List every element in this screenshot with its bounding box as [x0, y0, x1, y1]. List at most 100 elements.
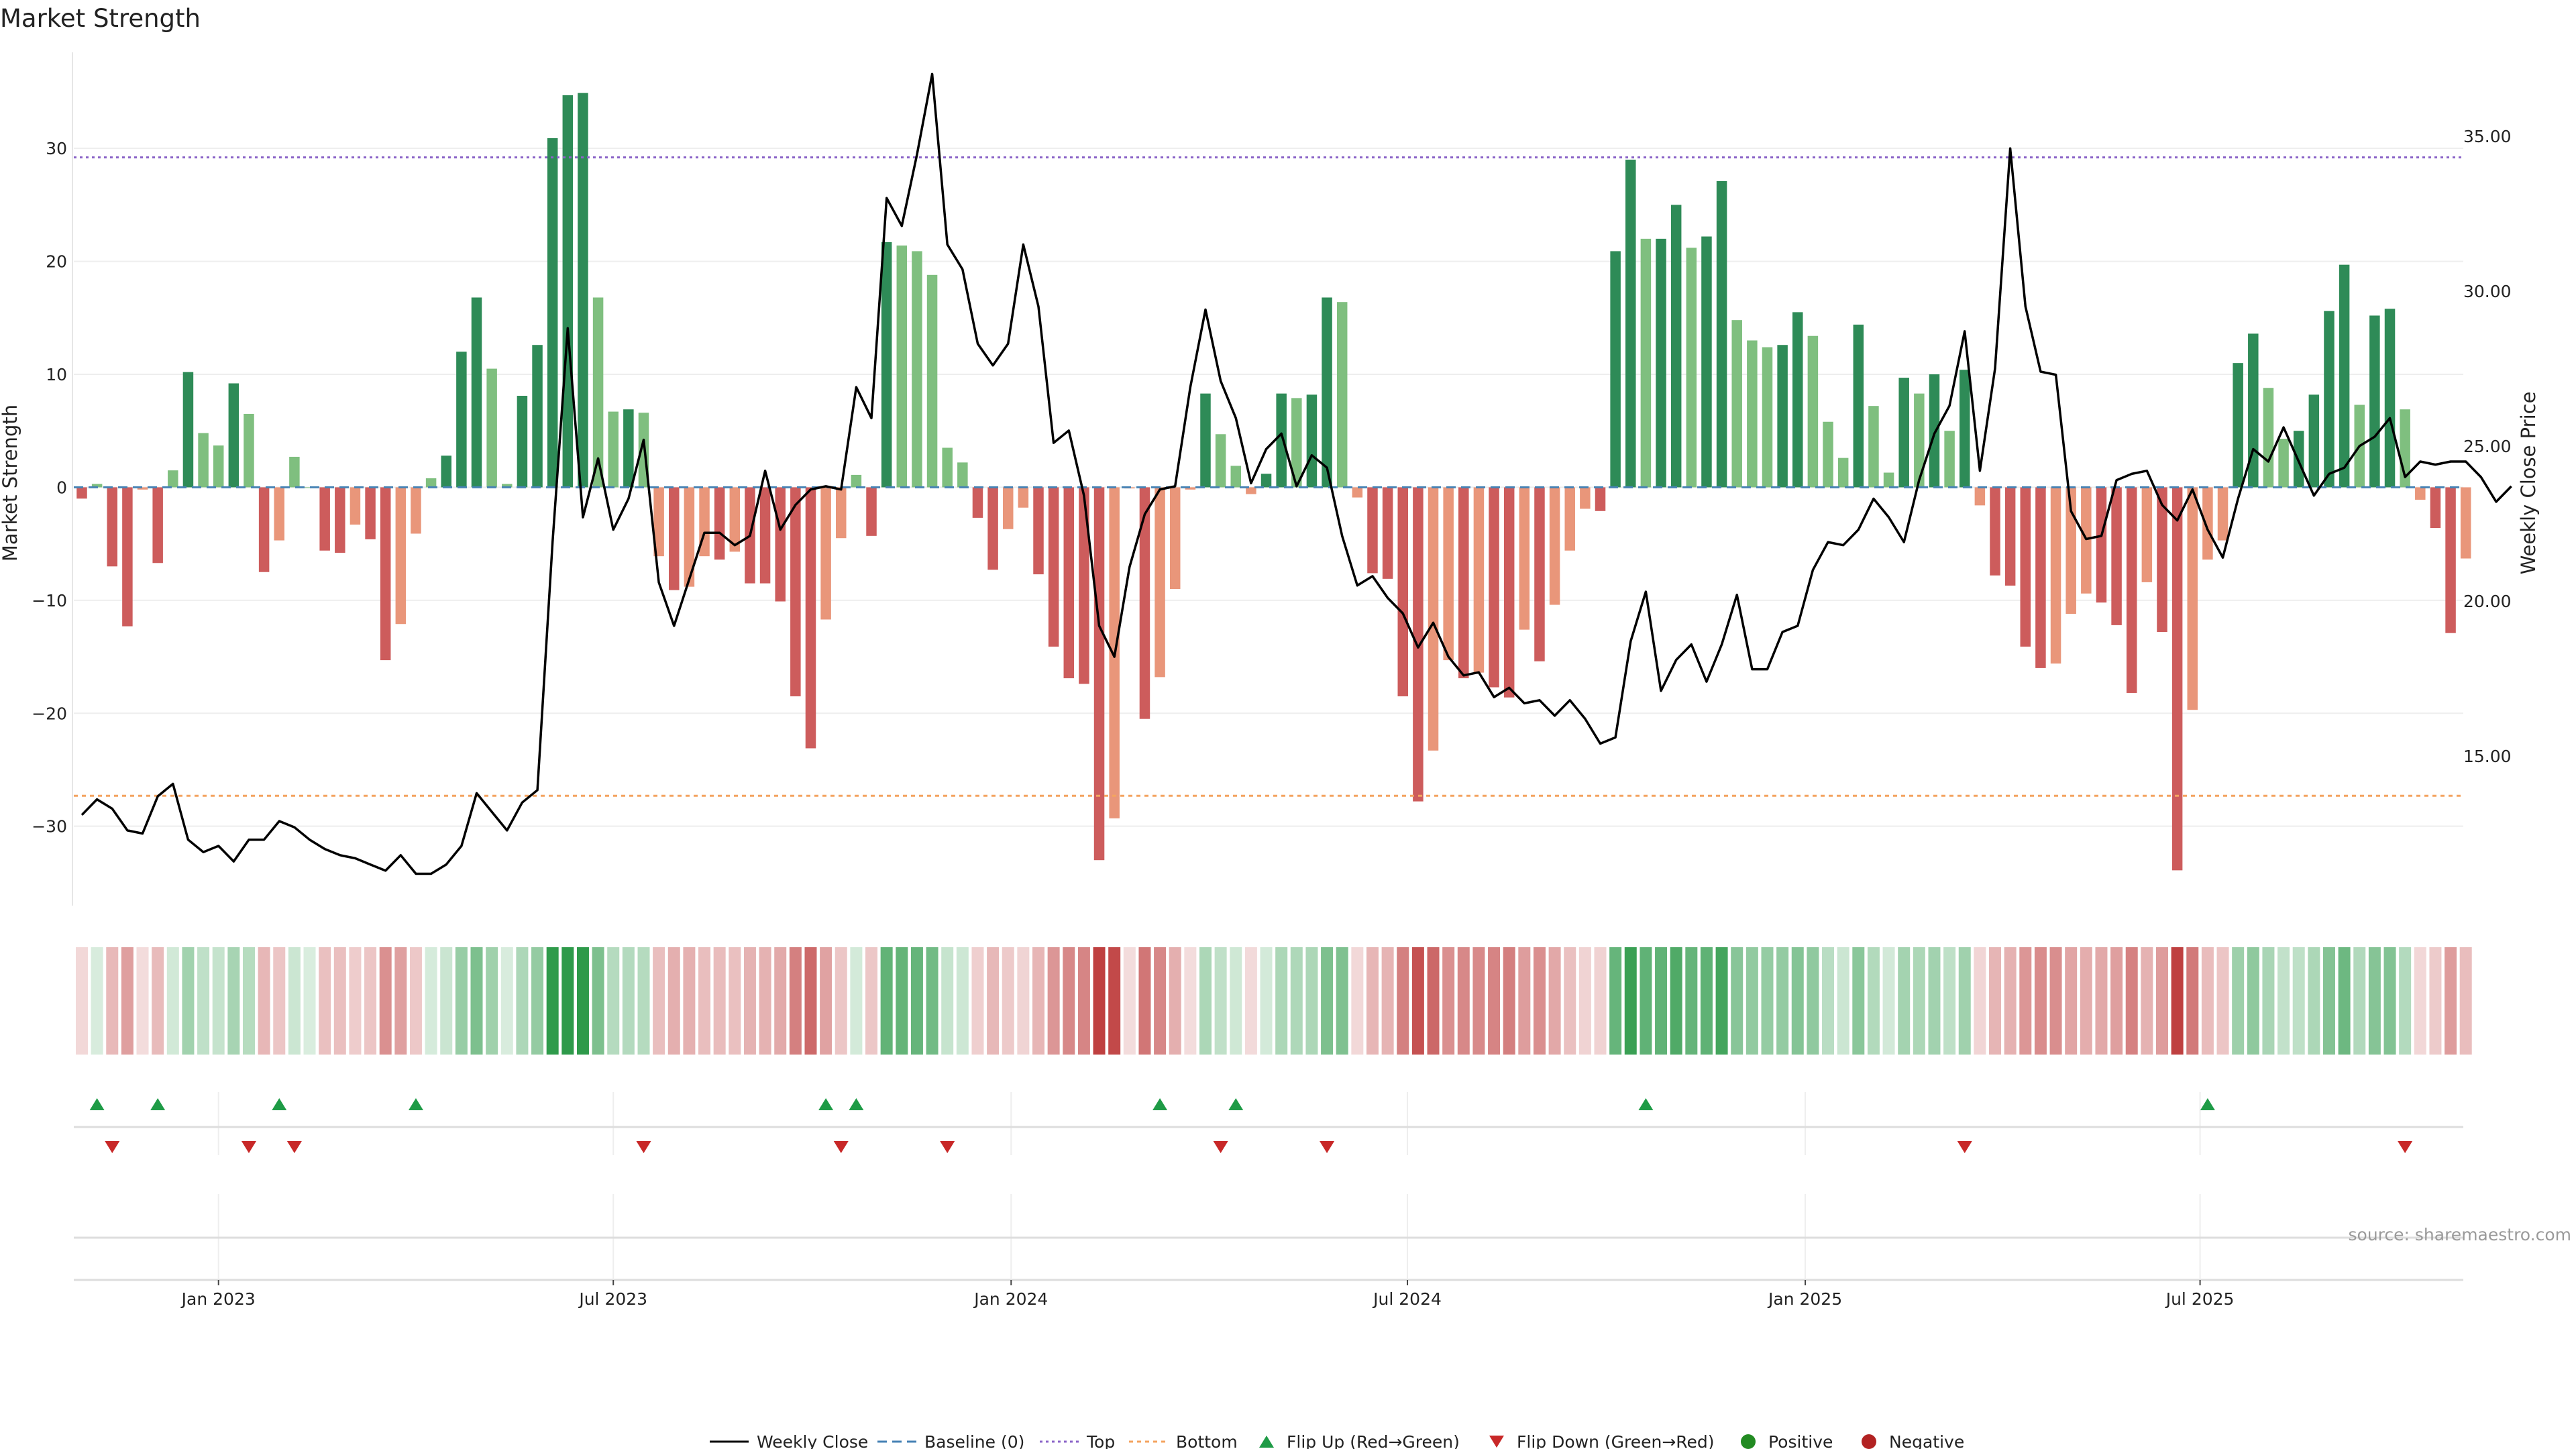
heat-cell [1123, 947, 1136, 1055]
legend: Weekly Close Baseline (0) Top Bottom Flip Up… [710, 1432, 1964, 1449]
flip-up-marker [1228, 1098, 1244, 1110]
strength-bar [1443, 487, 1454, 661]
heat-cell [1609, 947, 1622, 1055]
heat-cell [2125, 947, 2138, 1055]
strength-bar [1048, 487, 1059, 647]
strength-bar [350, 487, 361, 525]
heat-cell [713, 947, 726, 1055]
strength-bar [2096, 487, 2107, 603]
strength-bar [942, 447, 953, 488]
strength-bar [608, 411, 619, 488]
strength-bar [957, 462, 968, 488]
heat-cell [1230, 947, 1242, 1055]
heat-cell [425, 947, 437, 1055]
heat-cell [1943, 947, 1956, 1055]
heat-cell [2034, 947, 2047, 1055]
heat-cell [1594, 947, 1607, 1055]
strength-bar [2263, 388, 2274, 488]
x-axis-ticks: Jan 2023 Jul 2023 Jan 2024 Jul 2024 Jan 2025… [180, 1280, 2234, 1309]
heat-cell [121, 947, 133, 1055]
strength-bar [729, 487, 741, 552]
strength-bar [1185, 487, 1196, 490]
strength-bar [1837, 458, 1849, 488]
strength-bar [1549, 487, 1560, 605]
heat-cell [409, 947, 422, 1055]
legend-label: Top [1086, 1432, 1115, 1449]
heat-cell [1655, 947, 1668, 1055]
heat-cell [607, 947, 620, 1055]
strength-bar [2369, 315, 2380, 488]
strength-bar [1169, 487, 1181, 589]
heat-cell [956, 947, 969, 1055]
strength-bar [2004, 487, 2016, 586]
heat-cell [1837, 947, 1849, 1055]
legend-label: Weekly Close [757, 1432, 868, 1449]
x-tick-label: Jul 2023 [578, 1289, 647, 1309]
heat-cell [1077, 947, 1090, 1055]
strength-bar [1564, 487, 1575, 551]
strength-bar [972, 487, 983, 518]
strength-bar [669, 487, 680, 590]
strength-bar [137, 487, 148, 490]
heat-cell [212, 947, 225, 1055]
heat-cell [910, 947, 923, 1055]
strength-bar [502, 484, 513, 488]
heat-cell [865, 947, 878, 1055]
y2-tick-label: 35.00 [2463, 127, 2512, 146]
heat-cell [880, 947, 893, 1055]
strength-bar [182, 372, 194, 488]
strength-bar [775, 487, 786, 602]
heat-cell [2338, 947, 2351, 1055]
heat-cell [637, 947, 650, 1055]
flip-up-marker [1152, 1098, 1168, 1110]
x-tick-label: Jan 2023 [180, 1289, 256, 1309]
strength-bar [2202, 487, 2213, 560]
strength-bar [2217, 487, 2229, 541]
heat-cell [2247, 947, 2259, 1055]
strength-bar [1139, 487, 1150, 719]
flip-up-marker [408, 1098, 423, 1110]
heat-cell [971, 947, 984, 1055]
heat-cell [667, 947, 680, 1055]
heat-cell [1822, 947, 1835, 1055]
heat-cell [1640, 947, 1652, 1055]
chart-title: Market Strength [0, 4, 201, 33]
strength-bar [1747, 340, 1758, 488]
strength-bar [2111, 487, 2122, 625]
strength-bar [1656, 238, 1666, 488]
flip-up-marker [1638, 1098, 1654, 1110]
flip-panel-grid [74, 1092, 2463, 1155]
y-tick-label: −10 [32, 591, 67, 610]
strength-bar [1473, 487, 1485, 673]
strength-bar [1413, 487, 1424, 802]
heat-cell [273, 947, 286, 1055]
heat-cell [2004, 947, 2017, 1055]
strength-bar [1018, 487, 1029, 508]
strength-bar [1731, 320, 1742, 488]
heat-cell [2414, 947, 2426, 1055]
heat-cell [2353, 947, 2366, 1055]
heat-cell [258, 947, 270, 1055]
heat-cell [440, 947, 453, 1055]
heat-cell [1214, 947, 1227, 1055]
flip-markers [89, 1098, 2413, 1153]
strength-bar [1336, 302, 1348, 488]
strength-bar [1853, 324, 1864, 488]
heat-cell [1624, 947, 1637, 1055]
heat-cell [561, 947, 574, 1055]
heat-cell [2459, 947, 2472, 1055]
heat-cell [1305, 947, 1318, 1055]
heat-cell [1974, 947, 1986, 1055]
strength-bar [2460, 487, 2471, 559]
flip-up-marker [150, 1098, 166, 1110]
strength-bar [1428, 487, 1439, 751]
legend-label: Flip Up (Red→Green) [1287, 1432, 1460, 1449]
strength-bar [1777, 345, 1788, 488]
heat-cell [1260, 947, 1273, 1055]
strength-bar [1306, 394, 1318, 488]
strength-bar [1397, 487, 1408, 696]
heat-cell [333, 947, 346, 1055]
heat-cell [500, 947, 513, 1055]
strength-bar [1322, 297, 1332, 488]
